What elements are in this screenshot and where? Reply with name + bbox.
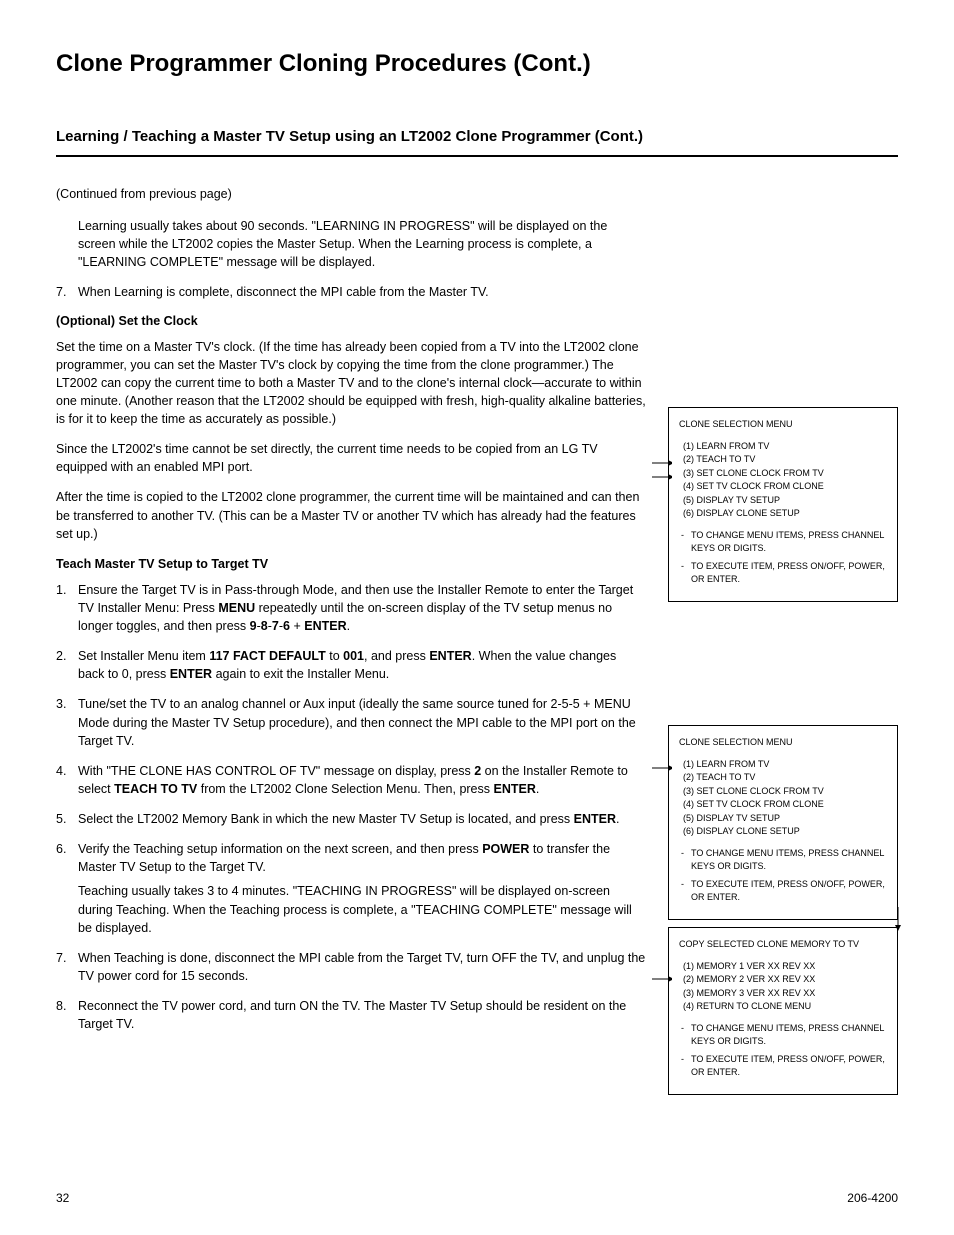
teach-step-7: When Teaching is done, disconnect the MP… xyxy=(56,949,646,985)
text: 117 FACT DEFAULT xyxy=(209,649,325,663)
teach-step-1: Ensure the Target TV is in Pass-through … xyxy=(56,581,646,635)
menu-note: -TO EXECUTE ITEM, PRESS ON/OFF, POWER, O… xyxy=(685,560,889,587)
text: MENU xyxy=(218,601,255,615)
text: to xyxy=(326,649,343,663)
teach-step-8: Reconnect the TV power cord, and turn ON… xyxy=(56,997,646,1033)
menu-note: -TO EXECUTE ITEM, PRESS ON/OFF, POWER, O… xyxy=(685,1053,889,1080)
clone-menu-1: CLONE SELECTION MENU (1) LEARN FROM TV (… xyxy=(668,407,898,602)
text: ENTER xyxy=(574,812,616,826)
text: 7 xyxy=(272,619,279,633)
continued-note: (Continued from previous page) xyxy=(56,187,898,201)
learn-step-7: When Learning is complete, disconnect th… xyxy=(56,283,646,301)
menu-item: (3) SET CLONE CLOCK FROM TV xyxy=(683,467,889,481)
menu-item: (4) SET TV CLOCK FROM CLONE xyxy=(683,480,889,494)
menu-item: (6) DISPLAY CLONE SETUP xyxy=(683,507,889,521)
text: . xyxy=(347,619,350,633)
text: . xyxy=(616,812,619,826)
menu-item: (5) DISPLAY TV SETUP xyxy=(683,494,889,508)
page-footer: 32 206-4200 xyxy=(56,1191,898,1205)
text: 6 xyxy=(283,619,290,633)
text: With "THE CLONE HAS CONTROL OF TV" messa… xyxy=(78,764,474,778)
menu-title: CLONE SELECTION MENU xyxy=(679,736,889,750)
menu-item: (1) LEARN FROM TV xyxy=(683,440,889,454)
text: ENTER xyxy=(493,782,535,796)
optional-p2: Since the LT2002's time cannot be set di… xyxy=(56,440,646,476)
main-column: Learning usually takes about 90 seconds.… xyxy=(56,217,646,1033)
menu-item: (6) DISPLAY CLONE SETUP xyxy=(683,825,889,839)
menu-item: (2) MEMORY 2 VER XX REV XX xyxy=(683,973,889,987)
text: POWER xyxy=(482,842,529,856)
menu-item: (4) RETURN TO CLONE MENU xyxy=(683,1000,889,1014)
teach-step-6: Verify the Teaching setup information on… xyxy=(56,840,646,937)
text: 001 xyxy=(343,649,364,663)
section-title: Learning / Teaching a Master TV Setup us… xyxy=(56,128,898,157)
teach-step-6-sub: Teaching usually takes 3 to 4 minutes. "… xyxy=(78,882,646,936)
teach-step-3: Tune/set the TV to an analog channel or … xyxy=(56,695,646,749)
page-title: Clone Programmer Cloning Procedures (Con… xyxy=(56,50,898,78)
menu-item: (3) MEMORY 3 VER XX REV XX xyxy=(683,987,889,1001)
menu-note: -TO CHANGE MENU ITEMS, PRESS CHANNEL KEY… xyxy=(685,1022,889,1049)
teach-step-4: With "THE CLONE HAS CONTROL OF TV" messa… xyxy=(56,762,646,798)
teach-step-2: Set Installer Menu item 117 FACT DEFAULT… xyxy=(56,647,646,683)
copy-memory-menu: COPY SELECTED CLONE MEMORY TO TV (1) MEM… xyxy=(668,927,898,1095)
optional-p3: After the time is copied to the LT2002 c… xyxy=(56,488,646,542)
text: 8 xyxy=(261,619,268,633)
text: 9 xyxy=(250,619,257,633)
menu-item: (3) SET CLONE CLOCK FROM TV xyxy=(683,785,889,799)
text: Set Installer Menu item xyxy=(78,649,209,663)
menu-item: (2) TEACH TO TV xyxy=(683,771,889,785)
text: ENTER xyxy=(304,619,346,633)
menu-note: -TO EXECUTE ITEM, PRESS ON/OFF, POWER, O… xyxy=(685,878,889,905)
teach-step-5: Select the LT2002 Memory Bank in which t… xyxy=(56,810,646,828)
text: again to exit the Installer Menu. xyxy=(212,667,389,681)
optional-heading: (Optional) Set the Clock xyxy=(56,314,646,328)
menu-item: (2) TEACH TO TV xyxy=(683,453,889,467)
menu-note: -TO CHANGE MENU ITEMS, PRESS CHANNEL KEY… xyxy=(685,529,889,556)
menu-title: CLONE SELECTION MENU xyxy=(679,418,889,432)
text: + xyxy=(290,619,304,633)
text: Select the LT2002 Memory Bank in which t… xyxy=(78,812,574,826)
text: . xyxy=(536,782,539,796)
doc-number: 206-4200 xyxy=(847,1191,898,1205)
menu-note: -TO CHANGE MENU ITEMS, PRESS CHANNEL KEY… xyxy=(685,847,889,874)
text: Verify the Teaching setup information on… xyxy=(78,842,482,856)
text: ENTER xyxy=(170,667,212,681)
menu-item: (4) SET TV CLOCK FROM CLONE xyxy=(683,798,889,812)
menu-item: (1) LEARN FROM TV xyxy=(683,758,889,772)
menu-title: COPY SELECTED CLONE MEMORY TO TV xyxy=(679,938,889,952)
menu-item: (1) MEMORY 1 VER XX REV XX xyxy=(683,960,889,974)
text: ENTER xyxy=(429,649,471,663)
learn-block: Learning usually takes about 90 seconds.… xyxy=(78,217,646,271)
optional-p1: Set the time on a Master TV's clock. (If… xyxy=(56,338,646,429)
clone-menu-2: CLONE SELECTION MENU (1) LEARN FROM TV (… xyxy=(668,725,898,920)
text: , and press xyxy=(364,649,429,663)
text: from the LT2002 Clone Selection Menu. Th… xyxy=(197,782,493,796)
text: TEACH TO TV xyxy=(114,782,197,796)
menu-item: (5) DISPLAY TV SETUP xyxy=(683,812,889,826)
teach-heading: Teach Master TV Setup to Target TV xyxy=(56,557,646,571)
page-number: 32 xyxy=(56,1191,69,1205)
